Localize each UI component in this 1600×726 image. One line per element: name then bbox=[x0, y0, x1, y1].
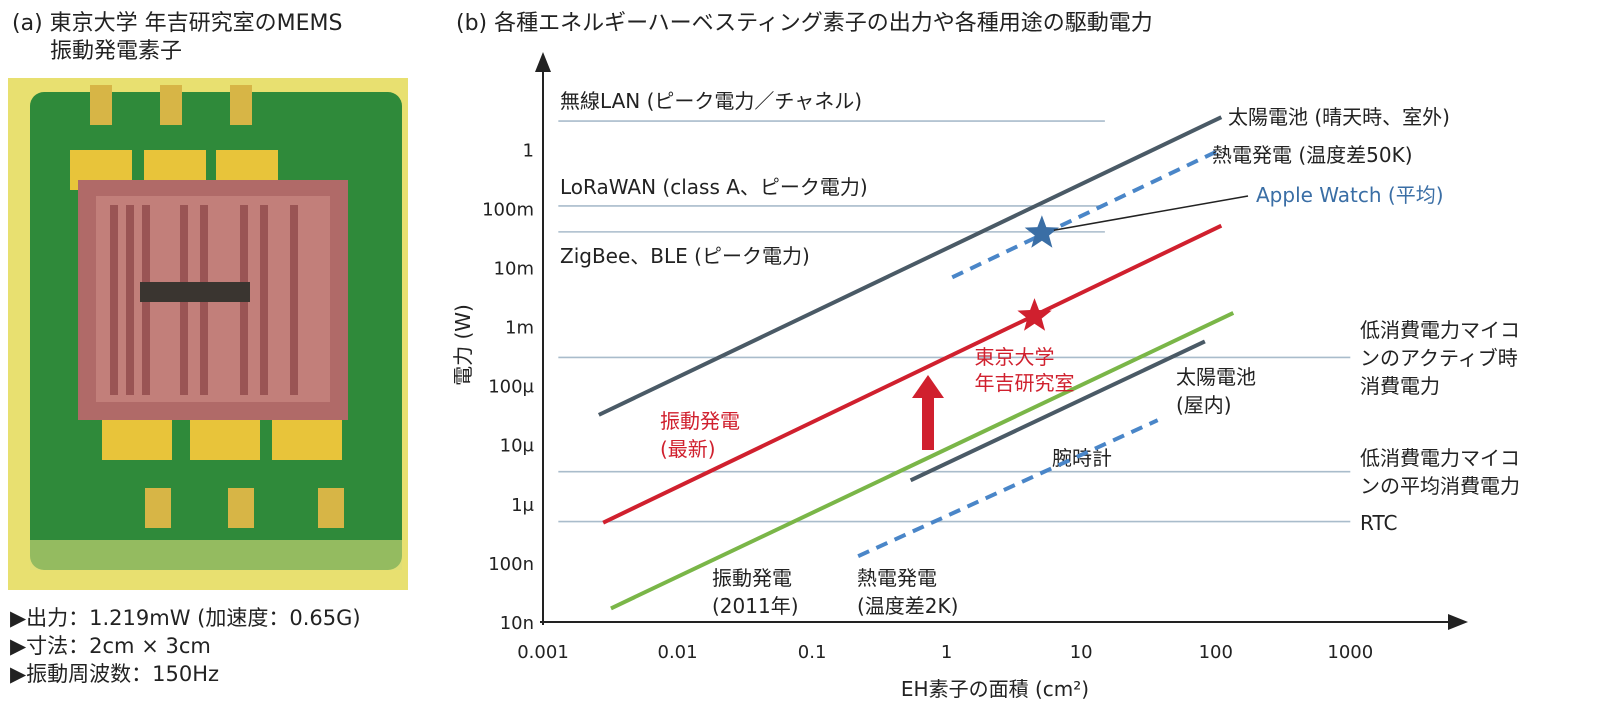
y-tick-label: 10μ bbox=[500, 436, 535, 457]
marker-label: Apple Watch (平均) bbox=[1256, 183, 1444, 207]
spec: ▶寸法：2cm × 3cm bbox=[10, 634, 211, 658]
y-tick-label: 1μ bbox=[511, 495, 534, 516]
series-label: LoRaWAN (class A、ピーク電力) bbox=[560, 175, 868, 199]
annotation: 腕時計 bbox=[1052, 446, 1112, 470]
chart-title: (b) 各種エネルギーハーベスティング素子の出力や各種用途の駆動電力 bbox=[456, 11, 1153, 36]
spec: ▶出力：1.219mW (加速度：0.65G) bbox=[10, 606, 361, 630]
series-label: 低消費電力マイコンの平均消費電力 bbox=[1360, 446, 1520, 498]
marker-label: 東京大学年吉研究室 bbox=[975, 345, 1075, 395]
series-line bbox=[602, 223, 1223, 525]
star-marker bbox=[1024, 215, 1059, 248]
photo bbox=[8, 78, 408, 590]
series-line bbox=[909, 339, 1206, 483]
series-label: 太陽電池(屋内) bbox=[1176, 365, 1256, 417]
x-tick-label: 0.01 bbox=[658, 642, 698, 663]
series-label: 太陽電池 (晴天時、室外) bbox=[1228, 105, 1450, 129]
x-tick-label: 10 bbox=[1070, 642, 1093, 663]
spec: ▶振動周波数：150Hz bbox=[10, 662, 219, 686]
x-tick-label: 1000 bbox=[1327, 642, 1373, 663]
y-tick-label: 100μ bbox=[488, 377, 534, 398]
series-label: 振動発電(2011年) bbox=[712, 566, 799, 618]
series-line bbox=[610, 311, 1235, 611]
series-line bbox=[951, 147, 1223, 280]
y-tick-label: 10n bbox=[500, 613, 534, 634]
series-label: 熱電発電(温度差2K) bbox=[857, 566, 958, 618]
y-axis-label: 電力 (W) bbox=[451, 304, 475, 386]
x-axis-label: EH素子の面積 (cm²) bbox=[901, 677, 1089, 701]
y-tick-label: 1 bbox=[523, 140, 534, 161]
x-tick-label: 0.001 bbox=[517, 642, 569, 663]
y-tick-label: 100n bbox=[488, 554, 534, 575]
x-tick-label: 100 bbox=[1199, 642, 1233, 663]
y-tick-label: 1m bbox=[505, 318, 534, 339]
series-line bbox=[597, 115, 1223, 417]
x-tick-label: 0.1 bbox=[798, 642, 827, 663]
star-marker bbox=[1017, 298, 1052, 331]
panel-a-title: (a) 東京大学 年吉研究室のMEMS 振動発電素子 bbox=[12, 11, 342, 64]
series-label: ZigBee、BLE (ピーク電力) bbox=[560, 244, 810, 268]
x-tick-label: 1 bbox=[941, 642, 952, 663]
y-tick-label: 100m bbox=[482, 199, 534, 220]
series-label: 熱電発電 (温度差50K) bbox=[1212, 143, 1413, 167]
series-line bbox=[857, 418, 1159, 558]
improvement-arrow bbox=[912, 375, 944, 450]
leader-line bbox=[1053, 195, 1249, 231]
series-label: 振動発電(最新) bbox=[660, 409, 740, 461]
series-label: RTC bbox=[1360, 511, 1397, 535]
y-tick-label: 10m bbox=[494, 258, 534, 279]
series-label: 低消費電力マイコンのアクティブ時消費電力 bbox=[1360, 318, 1520, 398]
series-label: 無線LAN (ピーク電力／チャネル) bbox=[560, 89, 862, 113]
